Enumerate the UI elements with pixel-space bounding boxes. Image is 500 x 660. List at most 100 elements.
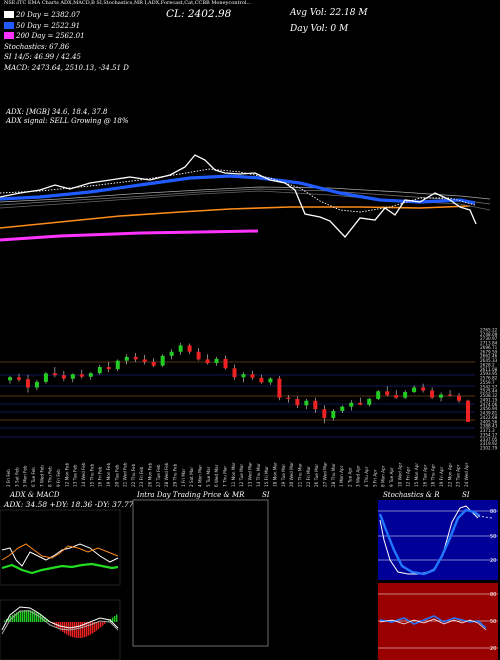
macd-bar: [66, 622, 68, 635]
macd-bar: [114, 616, 116, 622]
macd-bar: [40, 614, 42, 622]
price-tick-label: 2628.2: [480, 362, 495, 367]
price-tick-label: 2525.44: [480, 389, 498, 394]
candle-body: [52, 373, 57, 376]
candle-body: [205, 359, 210, 364]
price-tick-label: 2645.33: [480, 358, 498, 363]
date-tick-label: 20 Tue Feb: [114, 464, 119, 487]
candle-body: [421, 387, 426, 391]
macd-bar: [22, 610, 24, 622]
macd-bar: [24, 610, 26, 622]
date-tick-label: 28 Wed Feb: [164, 462, 169, 487]
ticker-bar: NSE:ITC EMA Charts ADX,MACD,B SI,Stochas…: [4, 0, 252, 6]
candle-body: [106, 367, 111, 370]
date-tick-label: 22 Thu Feb: [131, 463, 136, 487]
candle-body: [349, 402, 354, 407]
price-tick-label: 2662.46: [480, 354, 498, 359]
price-axis: 2765.222748.092730.972713.842696.712679.…: [480, 328, 498, 451]
macd-bar: [78, 622, 80, 638]
macd-bar: [14, 613, 16, 622]
candle-body: [286, 397, 291, 399]
rsi-label-80: 80: [490, 592, 496, 598]
candle-body: [187, 345, 192, 352]
candle-body: [430, 390, 435, 398]
date-tick-label: 15 Thu Feb: [89, 463, 94, 487]
stochastics-si-label: SI: [462, 491, 470, 499]
candle-body: [241, 374, 246, 378]
adx-panel-values: ADX: 34.58 +DY: 18.36 -DY: 37.77: [3, 500, 134, 509]
date-tick-label: 12 Mon Feb: [64, 462, 69, 487]
candle-body: [61, 375, 66, 379]
macd-bar: [92, 622, 94, 634]
price-tick-label: 2508.32: [480, 393, 498, 398]
date-tick-label: 26 Tue Mar: [314, 464, 319, 487]
macd-bar: [104, 622, 106, 624]
adx-readout: ADX: [MGB] 34.6, 18.4, 37.8 ADX signal: …: [6, 108, 129, 126]
date-tick-label: 3 Wed Apr: [356, 465, 361, 487]
date-tick-label: 20 Wed Mar: [289, 462, 294, 487]
candle-body: [178, 345, 183, 352]
date-tick-label: 21 Wed Feb: [123, 462, 128, 487]
average-volume: Avg Vol: 22.18 M: [290, 8, 368, 18]
macd-bar: [46, 618, 48, 622]
macd-bar: [80, 622, 82, 638]
candle-body: [34, 381, 39, 388]
date-tick-label: 2 Sat Mar: [189, 467, 194, 487]
date-tick-label: 5 Fri Apr: [372, 469, 377, 487]
adx-panel-frame: [0, 509, 121, 586]
date-tick-label: 9 Fri Feb: [56, 469, 61, 487]
price-tick-label: 2302.79: [480, 446, 498, 451]
date-tick-label: 13 Wed Mar: [247, 462, 252, 487]
intraday-title: Intra Day Trading Price & MR: [136, 491, 245, 499]
moving-average-panel: [0, 154, 491, 242]
macd-bar: [26, 610, 28, 622]
price-tick-label: 2748.09: [480, 332, 498, 337]
date-tick-label: 6 Tue Feb: [31, 467, 36, 487]
macd-bar: [44, 617, 46, 622]
stoch-label-80: 80: [490, 509, 496, 515]
candle-body: [169, 351, 174, 356]
date-tick-label: 14 Thu Mar: [256, 463, 261, 487]
candle-body: [376, 391, 381, 399]
price-tick-label: 2542.57: [480, 384, 498, 389]
candle-body: [457, 395, 462, 401]
macd-bar: [108, 620, 110, 622]
rsi-line-white: [379, 618, 487, 631]
price-tick-label: 2456.94: [480, 406, 498, 411]
date-tick-label: 11 Mon Mar: [231, 462, 236, 487]
legend-item-200-day: 200 Day = 2562.01: [4, 31, 129, 42]
price-tick-label: 2422.68: [480, 415, 498, 420]
date-tick-label: 9 Tue Apr: [389, 467, 394, 487]
rsi-label-20: 20: [490, 646, 496, 652]
macd-bar: [12, 614, 14, 622]
price-tick-label: 2679.59: [480, 349, 498, 354]
candle-body: [322, 409, 327, 419]
candle-body: [268, 378, 273, 383]
price-tick-label: 2474.06: [480, 402, 498, 407]
price-tick-label: 2337.05: [480, 437, 498, 442]
price-tick-label: 2559.7: [480, 380, 495, 385]
date-tick-label: 8 Thu Feb: [48, 466, 53, 487]
adx-signal: ADX signal: SELL Growing @ 18%: [6, 117, 129, 125]
candle-body: [223, 358, 228, 369]
macd-bar: [112, 617, 114, 622]
date-tick-label: 12 Fri Apr: [406, 466, 411, 487]
macd-histogram: [4, 610, 118, 638]
date-tick-label: 4 Mon Mar: [198, 465, 203, 487]
stoch-line-blue: [378, 508, 481, 576]
candle-body: [97, 367, 102, 374]
price-tick-label: 2405.56: [480, 419, 498, 424]
close-price: CL: 2402.98: [166, 8, 232, 20]
candle-body: [331, 410, 336, 419]
macd-bar: [100, 622, 102, 628]
date-tick-label: 27 Tue Feb: [156, 464, 161, 487]
date-tick-label: 22 Mon Apr: [447, 463, 452, 487]
macd-bar: [116, 614, 118, 622]
macd-bar: [8, 617, 10, 622]
bottom-panels: ADX & MACD ADX: 34.58 +DY: 18.36 -DY: 37…: [0, 491, 498, 660]
day-volume: Day Vol: 0 M: [290, 24, 349, 34]
macd-bar: [38, 613, 40, 622]
macd-bar: [74, 622, 76, 638]
price-tick-label: 2491.19: [480, 397, 498, 402]
